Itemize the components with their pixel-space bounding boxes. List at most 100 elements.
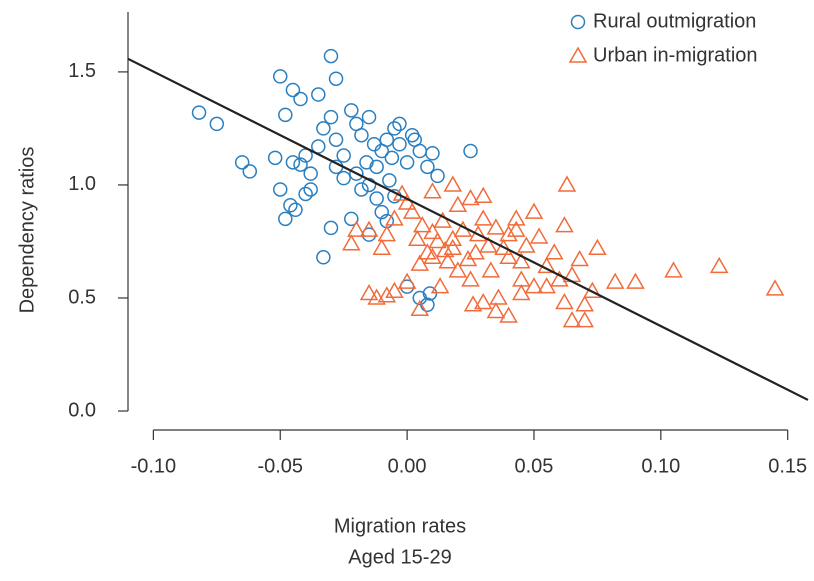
point bbox=[323, 109, 339, 125]
point bbox=[303, 182, 318, 197]
point bbox=[423, 247, 442, 265]
point bbox=[285, 155, 301, 170]
point bbox=[765, 279, 785, 296]
point bbox=[387, 121, 402, 136]
point bbox=[443, 175, 463, 192]
point bbox=[402, 202, 422, 219]
point bbox=[298, 186, 313, 202]
point bbox=[293, 91, 308, 107]
point bbox=[377, 225, 397, 242]
point bbox=[511, 252, 531, 269]
point bbox=[430, 168, 445, 184]
point bbox=[605, 272, 625, 289]
point bbox=[234, 155, 250, 170]
point bbox=[420, 297, 435, 313]
point bbox=[428, 231, 447, 249]
point bbox=[361, 177, 377, 193]
legend-label: Urban in-migration bbox=[593, 44, 758, 66]
point bbox=[272, 69, 288, 84]
x-tick-label: -0.05 bbox=[257, 455, 303, 477]
point bbox=[392, 116, 407, 132]
point bbox=[385, 281, 404, 298]
point bbox=[524, 202, 544, 219]
point bbox=[311, 87, 326, 102]
point bbox=[407, 132, 422, 147]
point bbox=[570, 250, 589, 267]
x-tick-label: 0.10 bbox=[641, 455, 680, 477]
point bbox=[709, 256, 729, 274]
y-tick-label: 1.5 bbox=[68, 60, 96, 82]
point bbox=[473, 209, 493, 226]
point bbox=[443, 229, 463, 246]
point bbox=[328, 132, 344, 147]
point bbox=[242, 164, 258, 179]
x-tick-label: -0.10 bbox=[131, 455, 177, 477]
point bbox=[344, 211, 359, 227]
x-axis-label: Aged 15-29 bbox=[348, 546, 451, 568]
point bbox=[473, 186, 493, 203]
point bbox=[511, 270, 531, 287]
point bbox=[336, 170, 351, 186]
point bbox=[267, 150, 283, 166]
point bbox=[359, 283, 379, 301]
point bbox=[272, 182, 288, 197]
point bbox=[311, 139, 326, 154]
point bbox=[354, 182, 369, 197]
point bbox=[499, 306, 518, 323]
x-tick-label: 0.05 bbox=[515, 455, 554, 477]
y-axis-label: Dependency ratios bbox=[16, 147, 38, 314]
point bbox=[316, 121, 331, 136]
point bbox=[529, 227, 549, 244]
y-tick-label: 1.0 bbox=[68, 173, 96, 195]
point bbox=[544, 243, 564, 260]
point bbox=[524, 277, 544, 294]
point bbox=[369, 191, 384, 206]
point bbox=[422, 286, 438, 301]
point bbox=[399, 155, 415, 170]
point bbox=[555, 216, 574, 233]
x-tick-label: 0.15 bbox=[768, 455, 807, 477]
point bbox=[499, 225, 518, 242]
point bbox=[433, 211, 452, 228]
point bbox=[278, 107, 293, 123]
point bbox=[410, 299, 430, 317]
point bbox=[461, 270, 480, 287]
point bbox=[384, 150, 400, 166]
point bbox=[463, 143, 478, 159]
point bbox=[410, 254, 430, 271]
point bbox=[209, 116, 225, 132]
point bbox=[448, 261, 468, 278]
point bbox=[575, 295, 595, 312]
point bbox=[392, 136, 407, 152]
point bbox=[466, 243, 485, 260]
y-tick-label: 0.5 bbox=[68, 286, 96, 308]
point bbox=[664, 261, 683, 278]
point bbox=[385, 209, 404, 226]
point bbox=[382, 173, 397, 188]
point bbox=[347, 220, 366, 237]
x-tick-label: 0.00 bbox=[388, 455, 427, 477]
point bbox=[499, 247, 518, 265]
point bbox=[461, 188, 480, 206]
point bbox=[626, 272, 645, 289]
point bbox=[562, 311, 582, 328]
point bbox=[285, 82, 301, 98]
point bbox=[303, 166, 318, 181]
point bbox=[420, 159, 435, 175]
point bbox=[494, 238, 513, 255]
point bbox=[397, 272, 417, 289]
point bbox=[443, 238, 463, 255]
point bbox=[575, 311, 595, 328]
legend-label: Rural outmigration bbox=[593, 10, 756, 32]
point bbox=[588, 238, 607, 255]
point bbox=[366, 136, 382, 152]
point bbox=[392, 184, 412, 201]
point bbox=[555, 292, 574, 310]
point bbox=[359, 155, 374, 170]
point bbox=[506, 220, 526, 237]
point bbox=[349, 166, 364, 181]
point bbox=[438, 252, 457, 269]
point bbox=[336, 148, 351, 163]
y-tick-label: 0.0 bbox=[68, 399, 96, 421]
